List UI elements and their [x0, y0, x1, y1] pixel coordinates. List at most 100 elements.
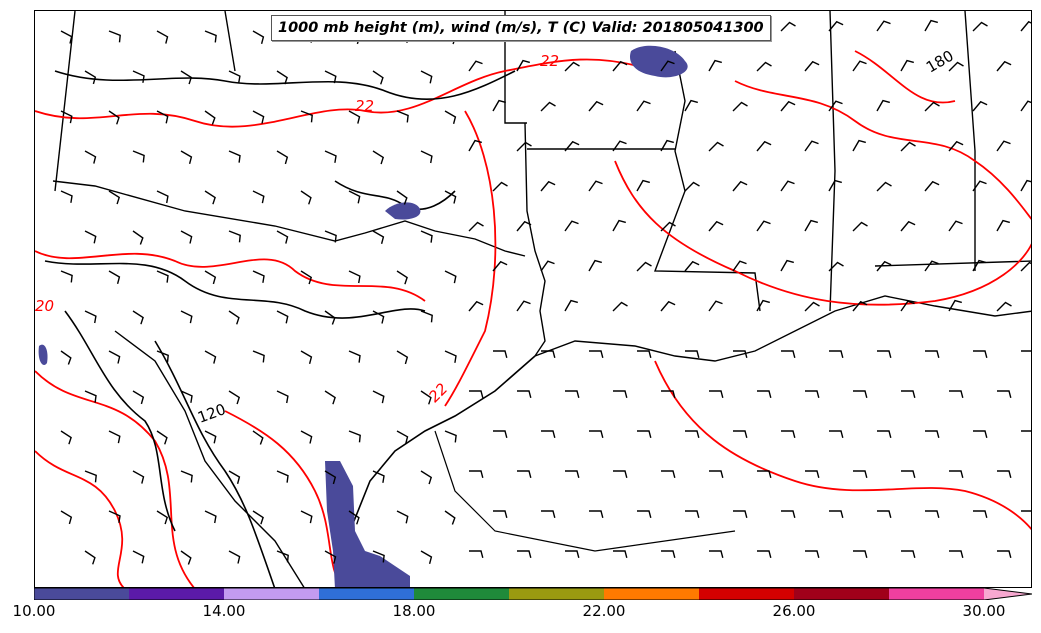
colorbar-segment: [699, 588, 795, 600]
wind-barb: [372, 550, 385, 563]
wind-barb: [156, 270, 169, 283]
coastline-louisiana: [534, 295, 1031, 362]
wind-barb: [180, 70, 193, 85]
wind-barb: [660, 300, 676, 312]
wind-barb: [420, 390, 432, 405]
wind-barb: [613, 470, 628, 478]
wind-barb: [396, 510, 409, 524]
wind-barb: [853, 390, 868, 398]
wind-barb: [156, 510, 169, 525]
wind-barb: [108, 510, 121, 523]
wind-barb: [925, 430, 940, 438]
wind-barb: [613, 390, 628, 398]
wind-barb: [613, 550, 628, 558]
wind-barb: [60, 510, 73, 525]
wind-barb: [348, 350, 361, 363]
wind-barb: [876, 99, 890, 112]
wind-barb: [132, 230, 144, 245]
shade-north-mississippi: [630, 45, 688, 78]
wind-barb: [565, 390, 580, 398]
wind-barb: [948, 220, 963, 232]
wind-barb: [108, 190, 121, 205]
wind-barb: [84, 150, 97, 164]
wind-barb: [60, 110, 73, 124]
wind-barb: [853, 470, 868, 478]
wind-barb: [180, 150, 193, 164]
wind-barb: [588, 180, 603, 192]
wind-barb: [469, 390, 484, 398]
wind-barb: [684, 181, 700, 192]
wind-barb: [396, 110, 409, 123]
wind-barb: [804, 60, 820, 72]
wind-barb: [637, 510, 652, 518]
wind-barb: [108, 430, 121, 444]
wind-barb: [1020, 20, 1031, 32]
wind-barb: [540, 260, 555, 272]
colorbar-tick-label: 14.00: [202, 602, 246, 620]
wind-barb: [252, 350, 265, 363]
wind-barb: [612, 60, 628, 72]
colorbar-outline: [34, 588, 1032, 600]
temp-label-22-b: 22: [355, 97, 374, 115]
state-border-mississippi-river: [653, 50, 761, 312]
wind-barb: [732, 180, 748, 192]
wind-barb: [997, 390, 1012, 398]
wind-barb: [348, 270, 361, 284]
wind-barb: [996, 301, 1012, 312]
wind-barb: [900, 300, 915, 312]
wind-barb: [757, 550, 772, 558]
state-border-oklahoma-texas: [52, 180, 526, 257]
wind-barb: [709, 390, 724, 398]
wind-barb: [876, 260, 892, 272]
wind-barb: [444, 510, 456, 525]
wind-barb: [300, 190, 312, 205]
map-panel: 120 180 16 22 22 22 20: [34, 10, 1032, 588]
wind-barb: [468, 60, 483, 72]
wind-barb: [852, 221, 868, 232]
temp-label-22-a: 22: [540, 52, 559, 70]
wind-barb: [276, 310, 289, 324]
wind-barb: [877, 350, 892, 358]
wind-barb: [685, 510, 700, 518]
wind-barb: [493, 510, 508, 518]
wind-barb: [948, 140, 964, 152]
wind-barb: [324, 70, 337, 84]
wind-barb: [420, 70, 433, 84]
wind-barb: [420, 550, 433, 564]
wind-barb: [204, 430, 217, 444]
wind-barb: [685, 350, 700, 358]
wind-barb: [780, 259, 794, 272]
wind-barb: [733, 350, 748, 358]
state-border-ms-al: [829, 11, 836, 312]
colorbar-segment: [889, 588, 985, 600]
wind-barb: [132, 70, 145, 83]
wind-barb: [949, 550, 964, 558]
wind-barb: [973, 430, 988, 438]
wind-barb: [972, 21, 988, 32]
wind-barb: [517, 390, 532, 398]
wind-barb: [708, 59, 722, 72]
wind-barb: [709, 470, 724, 478]
wind-barb: [60, 270, 73, 283]
wind-barb: [781, 430, 796, 438]
wind-barb: [780, 100, 796, 112]
wind-barb: [828, 261, 844, 272]
wind-barb: [180, 390, 193, 403]
wind-barb: [60, 350, 72, 365]
wind-barb: [108, 110, 120, 125]
wind-barb: [324, 150, 337, 163]
wind-barb: [877, 430, 892, 438]
wind-barb: [541, 430, 556, 438]
wind-barb: [444, 190, 457, 204]
wind-barb: [348, 190, 361, 204]
wind-barb: [660, 60, 675, 72]
wind-barb: [901, 470, 916, 478]
wind-barb: [276, 470, 289, 483]
wind-barb: [589, 510, 604, 518]
wind-barb: [228, 310, 240, 325]
wind-barb: [300, 270, 313, 285]
wind-barb: [228, 470, 241, 484]
wind-barb: [516, 59, 530, 72]
wind-barb: [828, 100, 843, 112]
wind-barb: [156, 110, 169, 124]
